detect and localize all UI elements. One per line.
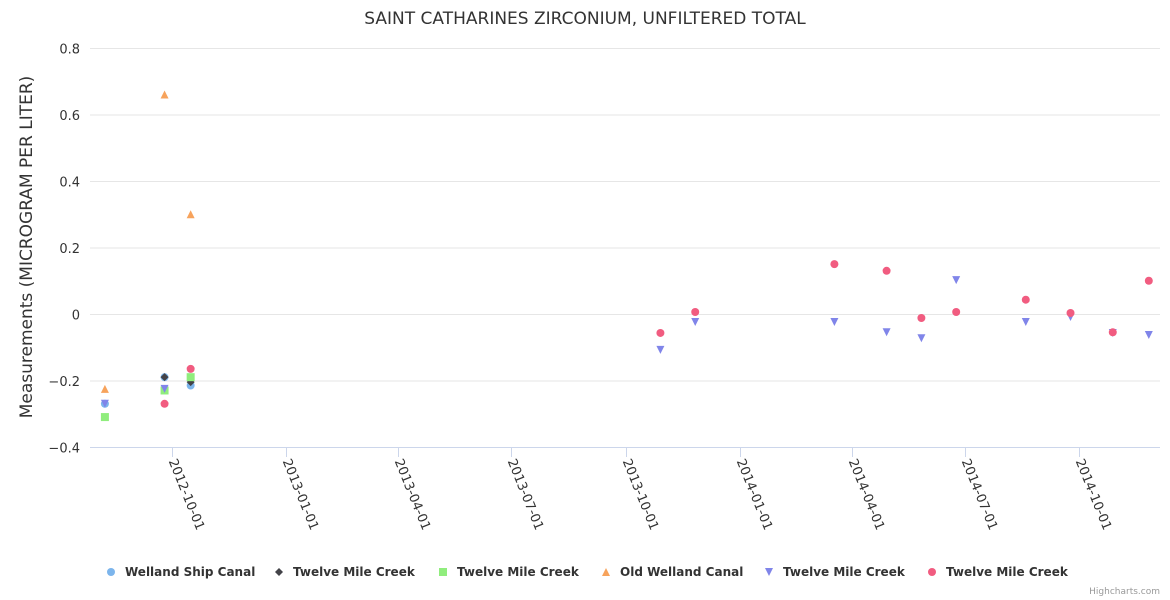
data-point bbox=[186, 373, 195, 382]
data-point bbox=[186, 210, 195, 219]
data-point bbox=[882, 266, 891, 275]
data-point bbox=[691, 308, 700, 317]
x-tick-label: 2013-10-01 bbox=[619, 457, 661, 533]
data-point bbox=[1066, 309, 1075, 318]
series-5 bbox=[160, 260, 1153, 408]
highcharts-credit[interactable]: Highcharts.com bbox=[1089, 587, 1160, 597]
data-point bbox=[160, 90, 169, 99]
legend-item[interactable]: Twelve Mile Creek bbox=[765, 565, 906, 579]
data-point bbox=[917, 334, 926, 343]
legend-item[interactable]: Old Welland Canal bbox=[602, 565, 743, 579]
y-tick-label: −0.4 bbox=[48, 442, 80, 457]
y-tick-label: 0.4 bbox=[59, 176, 80, 191]
data-point bbox=[656, 328, 665, 337]
data-point bbox=[160, 399, 169, 408]
data-point bbox=[830, 260, 839, 269]
legend-item[interactable]: Twelve Mile Creek bbox=[275, 565, 416, 579]
series-0 bbox=[100, 373, 195, 408]
legend-label: Twelve Mile Creek bbox=[783, 565, 906, 579]
x-tick-label: 2013-01-01 bbox=[279, 457, 321, 533]
y-tick-label: 0 bbox=[72, 309, 80, 324]
data-point bbox=[1021, 317, 1030, 326]
data-point bbox=[160, 373, 169, 382]
legend-marker-triangle-down-icon bbox=[765, 568, 773, 576]
data-point bbox=[100, 413, 109, 422]
data-point bbox=[186, 364, 195, 373]
legend-item[interactable]: Welland Ship Canal bbox=[107, 565, 255, 579]
x-tick-label: 2012-10-01 bbox=[165, 457, 207, 533]
legend-label: Twelve Mile Creek bbox=[293, 565, 416, 579]
legend-item[interactable]: Twelve Mile Creek bbox=[439, 565, 580, 579]
x-tick-label: 2014-10-01 bbox=[1072, 457, 1114, 533]
series-2 bbox=[100, 373, 195, 422]
x-tick-label: 2014-04-01 bbox=[845, 457, 887, 533]
data-point bbox=[830, 317, 839, 326]
chart-title: SAINT CATHARINES ZIRCONIUM, UNFILTERED T… bbox=[364, 9, 806, 29]
x-tick-label: 2014-01-01 bbox=[733, 457, 775, 533]
data-point bbox=[100, 384, 109, 393]
legend-label: Twelve Mile Creek bbox=[946, 565, 1069, 579]
x-tick-label: 2013-04-01 bbox=[391, 457, 433, 533]
x-tick-label: 2014-07-01 bbox=[958, 457, 1000, 533]
y-tick-label: 0.2 bbox=[59, 242, 80, 257]
data-point bbox=[1021, 295, 1030, 304]
legend-marker-circle-icon bbox=[928, 568, 936, 576]
data-point bbox=[100, 399, 109, 408]
legend-label: Welland Ship Canal bbox=[125, 565, 255, 579]
legend-label: Old Welland Canal bbox=[620, 565, 743, 579]
y-axis-label: Measurements (MICROGRAM PER LITER) bbox=[17, 76, 37, 419]
legend-item[interactable]: Twelve Mile Creek bbox=[928, 565, 1069, 579]
data-point bbox=[882, 328, 891, 337]
legend-marker-diamond-icon bbox=[275, 568, 283, 576]
data-point bbox=[1144, 276, 1153, 285]
data-point bbox=[952, 308, 961, 317]
data-point bbox=[691, 317, 700, 326]
x-tick-label: 2013-07-01 bbox=[504, 457, 546, 533]
series-3 bbox=[100, 90, 195, 393]
legend-label: Twelve Mile Creek bbox=[457, 565, 580, 579]
legend-marker-circle-icon bbox=[107, 568, 115, 576]
data-point bbox=[952, 276, 961, 285]
legend-marker-square-icon bbox=[439, 568, 447, 576]
data-point bbox=[160, 384, 169, 393]
data-point bbox=[656, 345, 665, 354]
data-point bbox=[917, 313, 926, 322]
y-tick-label: −0.2 bbox=[48, 375, 80, 390]
series-4 bbox=[100, 276, 1153, 408]
y-tick-label: 0.8 bbox=[59, 43, 80, 58]
y-tick-label: 0.6 bbox=[59, 109, 80, 124]
data-point bbox=[1144, 330, 1153, 339]
legend-marker-triangle-icon bbox=[602, 568, 610, 576]
data-point bbox=[1108, 328, 1117, 337]
